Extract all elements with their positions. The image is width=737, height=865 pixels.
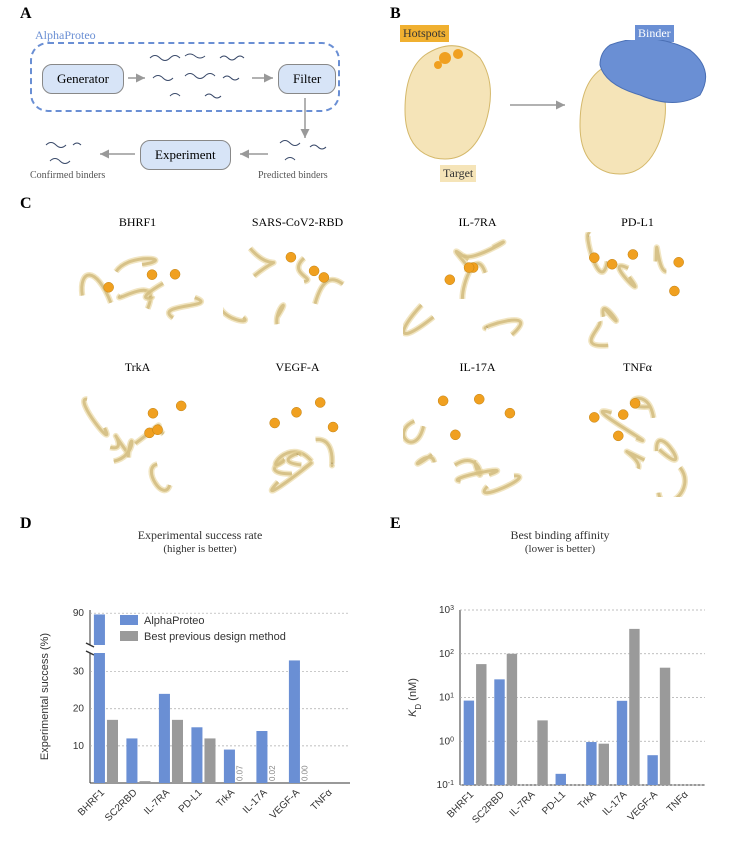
svg-text:103: 103 xyxy=(439,605,454,617)
protein-name: PD-L1 xyxy=(560,215,715,230)
svg-text:TrkA: TrkA xyxy=(576,789,599,812)
protein-name: BHRF1 xyxy=(60,215,215,230)
chart-d-svg: 10 20 30 90 Experimental success (%) BHRF1SC2… xyxy=(30,555,370,835)
svg-text:IL-7RA: IL-7RA xyxy=(142,787,172,817)
protein-il-7ra: IL-7RA xyxy=(400,215,555,360)
protein-name: TNFα xyxy=(560,360,715,375)
svg-text:TNFα: TNFα xyxy=(309,787,335,813)
protein-name: VEGF-A xyxy=(220,360,375,375)
protein-name: IL-7RA xyxy=(400,215,555,230)
panel-e-title: Best binding affinity xyxy=(400,528,720,543)
svg-text:100: 100 xyxy=(439,736,454,748)
panel-c: C BHRF1SARS-CoV2-RBDIL-7RAPD-L1TrkAVEGF-… xyxy=(30,200,710,510)
svg-text:Experimental success (%): Experimental success (%) xyxy=(39,633,51,760)
svg-text:10: 10 xyxy=(73,741,85,752)
svg-text:102: 102 xyxy=(439,648,454,660)
svg-text:IL-17A: IL-17A xyxy=(241,787,270,816)
svg-text:101: 101 xyxy=(439,692,454,704)
protein-tnfα: TNFα xyxy=(560,360,715,505)
svg-text:SC2RBD: SC2RBD xyxy=(103,787,139,823)
svg-text:90: 90 xyxy=(73,608,85,619)
svg-text:0.02: 0.02 xyxy=(268,765,277,781)
protein-name: SARS-CoV2-RBD xyxy=(220,215,375,230)
protein-pd-l1: PD-L1 xyxy=(560,215,715,360)
predicted-label: Predicted binders xyxy=(258,170,328,181)
confirmed-label: Confirmed binders xyxy=(30,170,105,181)
panel-d-title: Experimental success rate xyxy=(30,528,370,543)
svg-text:VEGF-A: VEGF-A xyxy=(268,787,302,821)
svg-text:0.07: 0.07 xyxy=(235,765,244,781)
svg-text:AlphaProteo: AlphaProteo xyxy=(144,615,205,627)
svg-text:TrkA: TrkA xyxy=(215,787,238,810)
svg-text:KD (nM): KD (nM) xyxy=(407,678,423,717)
panel-e-subtitle: (lower is better) xyxy=(400,543,720,555)
protein-name: IL-17A xyxy=(400,360,555,375)
predicted-binders-decoy xyxy=(270,135,340,170)
panel-d: D Experimental success rate (higher is b… xyxy=(30,520,370,840)
svg-text:BHRF1: BHRF1 xyxy=(76,787,107,818)
chart-e-svg: 10-1100101102103KD (nM)BHRF1SC2RBDIL-7RA… xyxy=(400,555,720,835)
svg-text:TNFα: TNFα xyxy=(665,789,691,815)
protein-vegf-a: VEGF-A xyxy=(220,360,375,505)
panel-e: E Best binding affinity (lower is better… xyxy=(400,520,720,840)
panel-a: A AlphaProteo Generator Filter Experimen… xyxy=(30,10,360,190)
svg-text:PD-L1: PD-L1 xyxy=(177,787,205,815)
protein-sars-cov2-rbd: SARS-CoV2-RBD xyxy=(220,215,375,360)
protein-trka: TrkA xyxy=(60,360,215,505)
svg-text:IL-7RA: IL-7RA xyxy=(508,789,538,819)
protein-bhrf1: BHRF1 xyxy=(60,215,215,360)
svg-text:IL-17A: IL-17A xyxy=(601,789,630,818)
panel-b: B Hotspots Target Binder xyxy=(400,10,720,190)
panel-b-label: B xyxy=(390,5,401,23)
svg-text:10-1: 10-1 xyxy=(437,780,454,792)
svg-text:30: 30 xyxy=(73,667,85,678)
panel-d-subtitle: (higher is better) xyxy=(30,543,370,555)
panel-b-svg xyxy=(400,40,720,190)
svg-text:Best previous design method: Best previous design method xyxy=(144,631,286,643)
svg-text:PD-L1: PD-L1 xyxy=(540,789,568,817)
panel-c-label: C xyxy=(20,195,32,213)
confirmed-binders-decoy xyxy=(38,135,98,170)
panel-e-label: E xyxy=(390,515,401,533)
svg-text:SC2RBD: SC2RBD xyxy=(470,789,506,825)
panel-d-label: D xyxy=(20,515,32,533)
svg-text:VEGF-A: VEGF-A xyxy=(626,789,660,823)
protein-name: TrkA xyxy=(60,360,215,375)
svg-text:20: 20 xyxy=(73,704,85,715)
protein-il-17a: IL-17A xyxy=(400,360,555,505)
svg-text:0.00: 0.00 xyxy=(300,765,309,781)
